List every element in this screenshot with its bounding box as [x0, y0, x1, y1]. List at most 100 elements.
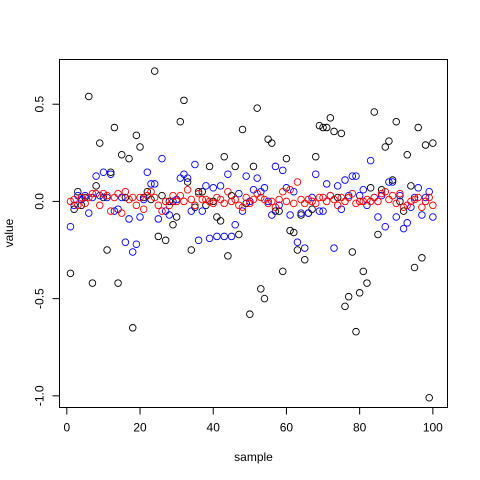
series-2	[66, 154, 437, 256]
data-point	[150, 193, 159, 202]
data-point	[99, 193, 108, 202]
data-point	[125, 195, 133, 204]
data-point	[421, 193, 430, 202]
data-point	[77, 201, 86, 210]
data-point	[110, 123, 119, 132]
data-point	[85, 209, 93, 217]
data-point	[363, 279, 371, 287]
data-point	[235, 230, 243, 239]
data-point	[260, 184, 269, 192]
data-point	[106, 207, 115, 215]
data-point	[106, 168, 115, 177]
data-point	[308, 197, 316, 206]
data-point	[125, 215, 133, 223]
data-point	[290, 199, 298, 208]
data-point	[315, 207, 324, 215]
data-point	[198, 187, 206, 196]
data-point	[103, 191, 111, 200]
data-point	[165, 197, 174, 206]
data-point	[77, 193, 86, 202]
data-point	[374, 197, 382, 206]
data-point	[209, 199, 217, 208]
x-tick-label: 0	[63, 421, 70, 435]
data-point	[407, 203, 415, 211]
data-point	[165, 201, 174, 210]
data-point	[128, 248, 137, 256]
data-point	[374, 213, 382, 221]
data-point	[414, 123, 422, 132]
data-point	[106, 170, 115, 178]
data-point	[180, 197, 188, 206]
data-point	[421, 141, 430, 149]
data-point	[264, 199, 272, 208]
data-point	[348, 172, 357, 180]
data-point	[429, 213, 437, 221]
data-point	[187, 246, 196, 254]
data-point	[96, 191, 104, 200]
data-point	[172, 197, 181, 206]
data-point	[231, 195, 239, 204]
data-point	[194, 189, 203, 198]
data-point	[202, 195, 210, 204]
data-point	[359, 267, 368, 276]
data-point	[396, 197, 404, 206]
data-point	[344, 292, 353, 301]
series-1	[66, 67, 437, 402]
data-point	[403, 219, 411, 227]
data-point	[70, 205, 78, 213]
data-point	[352, 327, 360, 336]
data-point	[297, 195, 305, 204]
data-point	[143, 168, 152, 177]
data-point	[425, 193, 433, 202]
data-point	[311, 170, 320, 178]
data-point	[264, 135, 272, 143]
data-point	[198, 195, 206, 204]
y-axis: -1.0 -0.5 0.0 0.5	[33, 96, 60, 406]
data-point	[172, 213, 181, 221]
data-point	[414, 193, 422, 202]
data-point	[257, 193, 265, 202]
data-point	[293, 178, 302, 186]
data-point	[154, 232, 163, 241]
data-point	[117, 209, 126, 217]
data-point	[257, 285, 265, 293]
data-point	[176, 174, 185, 182]
data-point	[202, 182, 210, 190]
data-point	[275, 195, 283, 204]
data-point	[183, 186, 192, 194]
series-3	[66, 178, 437, 217]
y-axis-title: value	[2, 218, 16, 247]
data-point	[355, 197, 364, 206]
data-point	[341, 302, 349, 311]
data-point	[392, 199, 401, 208]
data-point	[315, 193, 324, 202]
data-point	[377, 189, 386, 198]
data-point	[293, 238, 302, 246]
data-point	[385, 137, 393, 145]
data-point	[194, 187, 203, 196]
data-point	[147, 187, 155, 196]
data-point	[205, 197, 214, 206]
data-point	[381, 222, 390, 231]
data-point	[103, 246, 111, 254]
data-point	[275, 201, 283, 210]
data-point	[348, 248, 357, 256]
data-point	[319, 123, 327, 132]
data-point	[74, 201, 82, 210]
data-point	[286, 186, 294, 194]
data-point	[326, 191, 335, 200]
data-point	[191, 201, 199, 210]
data-point	[268, 139, 276, 147]
data-point	[128, 324, 137, 332]
data-point	[337, 205, 346, 213]
data-point	[396, 189, 404, 198]
data-point	[429, 201, 437, 210]
y-tick-label: -1.0	[33, 385, 47, 406]
data-point	[213, 232, 221, 241]
data-point	[139, 193, 148, 202]
x-tick-label: 60	[280, 421, 294, 435]
data-point	[238, 203, 247, 211]
data-point	[136, 193, 144, 202]
